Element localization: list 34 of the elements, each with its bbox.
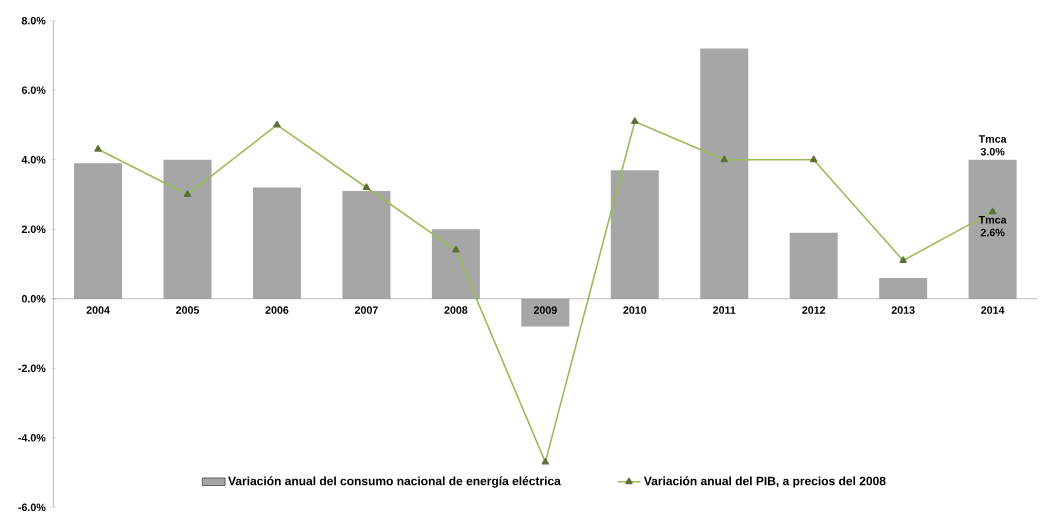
bar [163, 159, 212, 299]
bar [431, 229, 480, 299]
legend-label: Variación anual del PIB, a precios del 2008 [643, 476, 886, 488]
y-tick-label: 8.0% [21, 16, 46, 25]
bar [74, 163, 123, 299]
bar [521, 298, 570, 327]
x-tick-label: 2013 [891, 306, 915, 314]
x-tick-label: 2005 [176, 306, 200, 314]
x-tick-label: 2009 [533, 306, 557, 314]
bar [342, 191, 391, 299]
x-tick-label: 2012 [802, 306, 826, 314]
bar [700, 48, 749, 299]
legend-label: Variación anual del consumo nacional de energía eléctrica [228, 476, 561, 488]
x-tick-label: 2006 [265, 306, 289, 314]
y-tick-label: 2.0% [21, 225, 46, 234]
bar [252, 187, 301, 299]
x-tick-label: 2004 [86, 306, 110, 314]
x-tick-label: 2010 [623, 306, 647, 314]
bar [789, 232, 838, 299]
x-tick-label: 2011 [713, 306, 736, 314]
y-tick-label: -2.0% [18, 364, 46, 373]
y-tick-label: -6.0% [18, 503, 46, 512]
annotation: Tmca 3.0% [978, 135, 1007, 156]
y-tick-label: 0.0% [21, 294, 46, 303]
bar [968, 159, 1017, 299]
y-tick-label: 6.0% [21, 86, 46, 94]
annotation: Tmca 2.6% [978, 216, 1007, 237]
bar [610, 170, 659, 299]
y-tick-label: 4.0% [21, 155, 46, 164]
x-tick-label: 2014 [981, 306, 1005, 314]
x-tick-label: 2007 [354, 306, 378, 314]
bar [879, 277, 928, 299]
y-tick-label: -4.0% [18, 434, 46, 442]
x-tick-label: 2008 [444, 306, 468, 314]
